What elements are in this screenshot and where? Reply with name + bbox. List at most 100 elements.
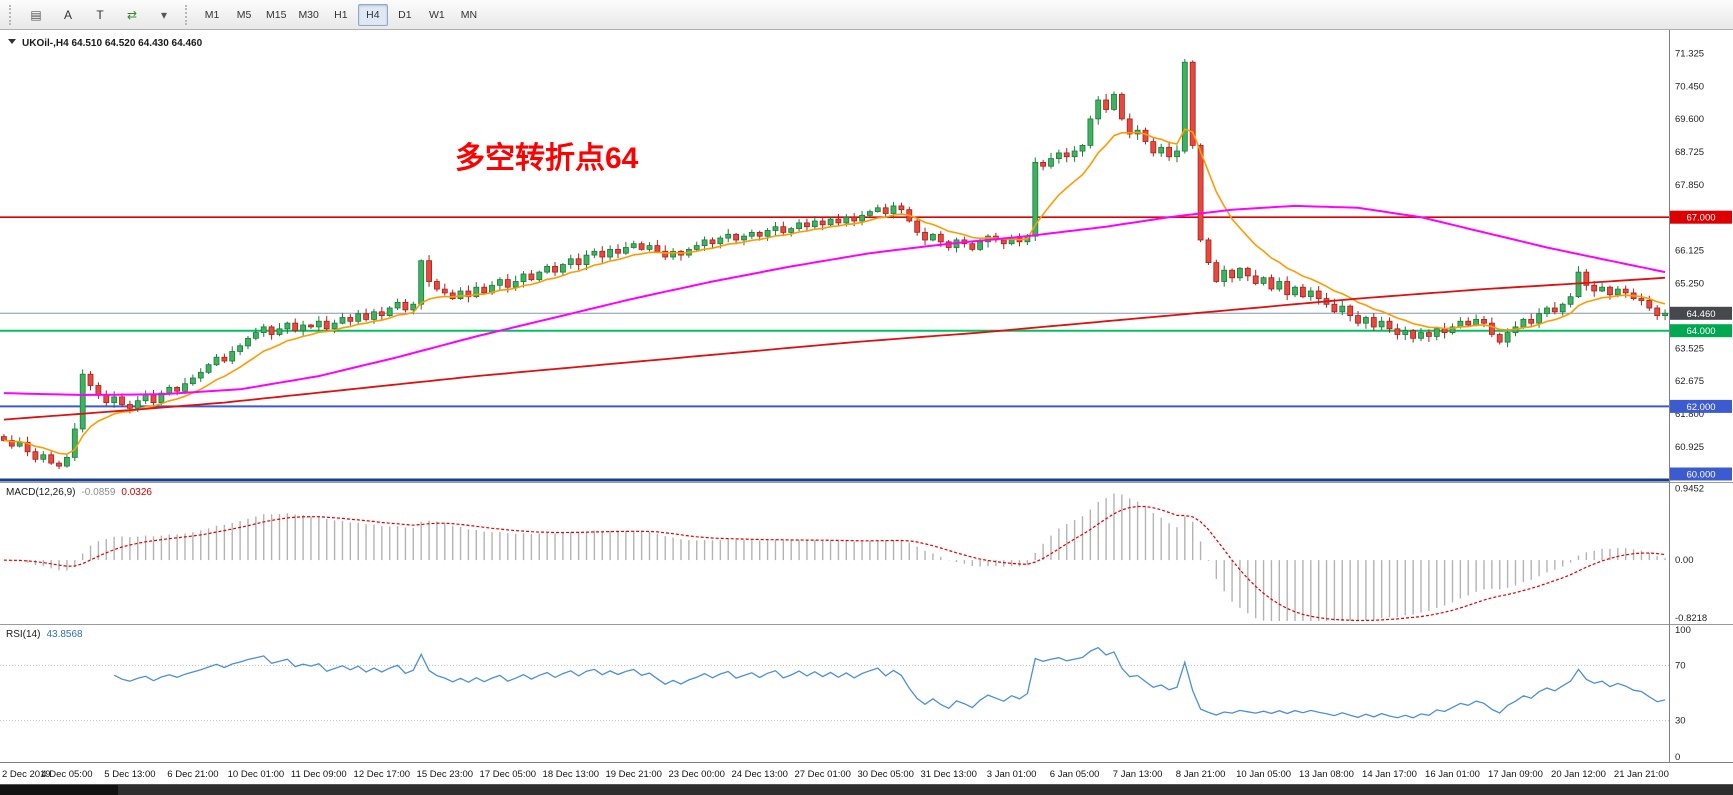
- rsi-background: [0, 624, 1733, 762]
- time-label: 10 Dec 01:00: [228, 769, 285, 780]
- time-label: 17 Dec 05:00: [480, 769, 537, 780]
- svg-text:0.9452: 0.9452: [1675, 483, 1704, 494]
- time-label: 3 Jan 01:00: [987, 769, 1037, 780]
- svg-text:64.460: 64.460: [1686, 309, 1715, 320]
- time-label: 16 Jan 01:00: [1425, 769, 1480, 780]
- time-label: 6 Jan 05:00: [1050, 769, 1100, 780]
- time-label: 24 Dec 13:00: [731, 769, 788, 780]
- time-label: 10 Jan 05:00: [1236, 769, 1291, 780]
- time-label: 13 Jan 08:00: [1299, 769, 1354, 780]
- chart-type-icon[interactable]: ▤: [21, 4, 51, 26]
- timeframe-button-m1[interactable]: M1: [204, 8, 220, 21]
- chart-title: UKOil-,H4 64.510 64.520 64.430 64.460: [22, 38, 203, 49]
- time-label: 7 Jan 13:00: [1113, 769, 1163, 780]
- rsi-scale[interactable]: 100 70 30 0: [1669, 624, 1691, 762]
- time-label: 17 Jan 09:00: [1488, 769, 1543, 780]
- timeframe-button-h4[interactable]: H4: [357, 3, 388, 26]
- bottom-bar-left-block[interactable]: [0, 785, 118, 795]
- moving-averages: [3, 128, 1666, 456]
- time-label: 23 Dec 00:00: [668, 769, 725, 780]
- svg-text:0.00: 0.00: [1675, 555, 1694, 566]
- time-label: 15 Dec 23:00: [417, 769, 474, 780]
- template-icon: T: [96, 7, 104, 22]
- svg-text:68.725: 68.725: [1675, 147, 1704, 158]
- macd-signal-line: [3, 505, 1666, 622]
- main-chart-panel[interactable]: 71.325 70.450 69.600 68.725 67.850 66.125 65.2…: [0, 30, 1733, 482]
- svg-text:69.600: 69.600: [1675, 114, 1704, 125]
- svg-text:71.325: 71.325: [1675, 49, 1704, 60]
- svg-text:30: 30: [1675, 716, 1686, 727]
- toolbar: ▤ A T ⇄ ▾ M1 M5 M15 M30 H1 H4 D1 W1 MN: [0, 0, 1733, 30]
- chart-type-icon: ▤: [30, 7, 42, 22]
- annotate-text-icon[interactable]: A: [53, 4, 83, 26]
- svg-text:62.000: 62.000: [1686, 402, 1715, 413]
- rsi-panel[interactable]: 100 70 30 0 RSI(14) 43.8568: [0, 624, 1733, 762]
- svg-text:-0.8218: -0.8218: [1675, 613, 1707, 624]
- macd-background: [0, 482, 1733, 624]
- svg-text:100: 100: [1675, 625, 1691, 636]
- svg-text:64.000: 64.000: [1686, 326, 1715, 337]
- svg-text:65.250: 65.250: [1675, 278, 1704, 289]
- rsi-line: [113, 646, 1666, 719]
- time-label: 18 Dec 13:00: [543, 769, 600, 780]
- svg-text:70: 70: [1675, 660, 1686, 671]
- time-label: 12 Dec 17:00: [354, 769, 411, 780]
- svg-text:67.000: 67.000: [1686, 213, 1715, 224]
- toolbar-grip[interactable]: [185, 4, 191, 25]
- time-label: 19 Dec 21:00: [605, 769, 662, 780]
- time-label: 6 Dec 21:00: [167, 769, 218, 780]
- svg-text:70.450: 70.450: [1675, 82, 1704, 93]
- macd-panel[interactable]: 0.9452 0.00 -0.8218 MACD(12,26,9) -0.0859 0.…: [0, 482, 1733, 624]
- template-icon[interactable]: T: [85, 4, 115, 26]
- timeframe-group: M1 M5 M15 M30 H1 H4 D1 W1 MN: [196, 3, 485, 26]
- svg-text:66.125: 66.125: [1675, 245, 1704, 256]
- svg-text:60.925: 60.925: [1675, 442, 1704, 453]
- dropdown-icon[interactable]: ▾: [149, 4, 179, 26]
- time-label: 8 Jan 21:00: [1176, 769, 1226, 780]
- time-axis-background: [0, 762, 1733, 784]
- timeframe-button-m15[interactable]: M15: [266, 8, 287, 21]
- toolbar-icon-group: ▤ A T ⇄ ▾: [20, 4, 180, 26]
- dropdown-icon: ▾: [160, 7, 168, 22]
- chart-background: [0, 30, 1733, 482]
- svg-text:61.800: 61.800: [1675, 409, 1704, 420]
- time-label: 14 Jan 17:00: [1362, 769, 1417, 780]
- time-label: 2 Dec 2019: [2, 769, 51, 780]
- auto-scroll-icon: ⇄: [126, 7, 138, 22]
- candles: [0, 58, 1668, 470]
- svg-text:63.525: 63.525: [1675, 344, 1704, 355]
- svg-text:62.675: 62.675: [1675, 376, 1704, 387]
- annotate-text-icon: A: [63, 7, 72, 22]
- time-label: 21 Jan 21:00: [1614, 769, 1669, 780]
- timeframe-button-w1[interactable]: W1: [429, 8, 445, 21]
- timeframe-button-d1[interactable]: D1: [398, 8, 412, 21]
- svg-text:0: 0: [1675, 752, 1680, 762]
- time-label: 20 Jan 12:00: [1551, 769, 1606, 780]
- svg-text:67.850: 67.850: [1675, 180, 1704, 191]
- time-label: 30 Dec 05:00: [857, 769, 914, 780]
- timeframe-button-m30[interactable]: M30: [298, 8, 319, 21]
- price-scale[interactable]: 71.325 70.450 69.600 68.725 67.850 66.125 65.2…: [1669, 30, 1733, 482]
- time-label: 4 Dec 05:00: [41, 769, 92, 780]
- timeframe-button-mn[interactable]: MN: [460, 8, 478, 21]
- rsi-level-lines: [0, 664, 1669, 722]
- rsi-label: RSI(14) 43.8568: [6, 629, 83, 640]
- svg-text:60.000: 60.000: [1686, 470, 1715, 481]
- bottom-bar: [0, 784, 1733, 795]
- timeframe-button-h1[interactable]: H1: [334, 8, 348, 21]
- auto-scroll-icon[interactable]: ⇄: [117, 4, 147, 26]
- toolbar-grip[interactable]: [9, 4, 15, 25]
- time-label: 5 Dec 13:00: [104, 769, 155, 780]
- macd-label: MACD(12,26,9) -0.0859 0.0326: [6, 487, 152, 498]
- time-label: 27 Dec 01:00: [794, 769, 851, 780]
- annotation-text[interactable]: 多空转折点64: [455, 142, 639, 175]
- time-label: 31 Dec 13:00: [920, 769, 977, 780]
- macd-histogram: [11, 493, 1666, 621]
- time-label: 11 Dec 09:00: [291, 769, 347, 780]
- timeframe-button-m5[interactable]: M5: [236, 8, 252, 21]
- macd-scale[interactable]: 0.9452 0.00 -0.8218: [1669, 482, 1708, 624]
- symbol-dropdown-icon[interactable]: [8, 39, 16, 44]
